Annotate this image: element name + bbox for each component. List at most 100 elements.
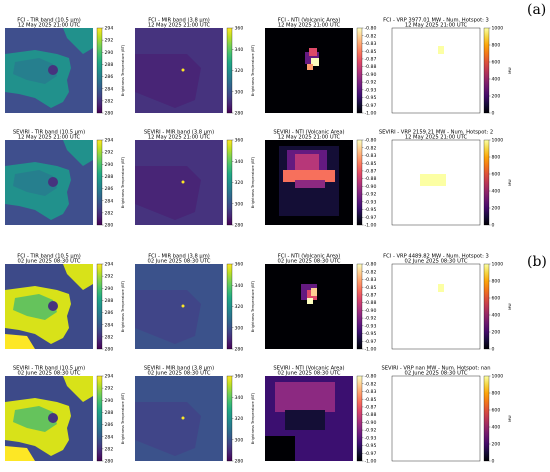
colorbar-tick-label: 400 <box>492 425 501 431</box>
calabria-land <box>63 376 93 402</box>
colorbar-tick-label: 280 <box>235 111 244 117</box>
etna-summit <box>48 301 58 311</box>
colorbar-tick-label: -0.87 <box>365 293 377 299</box>
colorbar-tick-label: 300 <box>235 89 244 95</box>
colorbar-tick-label: -1.00 <box>365 111 377 117</box>
colorbar-tick-label: 320 <box>235 68 244 74</box>
colorbar-tick-label: -0.88 <box>365 412 377 418</box>
colorbar-tick-label: 292 <box>105 38 114 44</box>
colorbar-tick-label: 600 <box>492 172 501 178</box>
colorbar-tick-label: 294 <box>105 262 114 268</box>
colorbar-tick-label: 300 <box>235 201 244 207</box>
colorbar-tick-label: 360 <box>235 374 244 380</box>
colorbar-tick-label: 280 <box>105 459 114 465</box>
panel-title: FCI - TIR band (10.5 μm) <box>17 18 81 24</box>
colorbar-tick-label: -0.82 <box>365 33 377 39</box>
frp-hotspot <box>420 174 446 186</box>
nti-pixel <box>265 436 295 461</box>
panel-title: SEVIRI - NTI (Volcanic Area) <box>273 130 344 136</box>
colorbar <box>96 27 103 114</box>
panel-mir-2: SEVIRI - MIR band (3.8 μm)12 May 2025 21… <box>135 130 255 229</box>
colorbar-label: Brightness Temperature (BT) <box>251 156 255 208</box>
colorbar-tick-label: -0.97 <box>365 103 377 109</box>
colorbar-tick-label: 280 <box>235 459 244 465</box>
colorbar-tick-label: 200 <box>492 206 501 212</box>
colorbar-tick-label: 288 <box>105 298 114 304</box>
colorbar-tick-label: 294 <box>105 138 114 144</box>
panel-frp-2: SEVIRI - VRP 2159.21 MW - Num. Hotspot: … <box>379 130 512 229</box>
colorbar <box>226 27 233 114</box>
colorbar-tick-label: 320 <box>235 304 244 310</box>
panel-title: FCI - MIR band (3.8 μm) <box>148 18 210 24</box>
colorbar-tick-label: 360 <box>235 26 244 32</box>
mir-land <box>135 166 201 220</box>
colorbar-tick-label: 340 <box>235 283 244 289</box>
nti-background <box>265 28 353 113</box>
panel-title: SEVIRI - VRP nan MW - Num. Hotspot: nan <box>381 366 490 372</box>
panel-title: SEVIRI - MIR band (3.8 μm) <box>144 366 214 372</box>
colorbar-tick-label: -0.80 <box>365 26 377 32</box>
calabria-land <box>63 28 93 54</box>
colorbar-tick-label: -0.92 <box>365 80 377 86</box>
colorbar <box>483 27 490 114</box>
mir-hotspot <box>181 304 185 308</box>
panel-subtitle: 12 May 2025 21:00 UTC <box>18 23 81 29</box>
colorbar-tick-label: 294 <box>105 374 114 380</box>
colorbar-tick-label: 288 <box>105 410 114 416</box>
colorbar <box>356 27 363 114</box>
panel-title: SEVIRI - VRP 2159.21 MW - Num. Hotspot: … <box>379 130 493 136</box>
colorbar-label: MW <box>508 303 512 310</box>
colorbar-label: Brightness Temperature (BT) <box>121 44 125 96</box>
panel-title: FCI - VRP 4489.82 MW - Num. Hotspot: 3 <box>383 254 489 260</box>
colorbar-tick-label: 0 <box>492 459 495 465</box>
colorbar <box>483 139 490 226</box>
panel-subtitle: 02 June 2025 08:30 UTC <box>278 259 341 265</box>
colorbar-tick-label: 284 <box>105 198 114 204</box>
colorbar-tick-label: 286 <box>105 186 114 192</box>
colorbar-tick-label: -0.83 <box>365 277 377 283</box>
panel-subtitle: 12 May 2025 21:00 UTC <box>18 135 81 141</box>
etna-summit <box>48 413 58 423</box>
colorbar-tick-label: -0.85 <box>365 49 377 55</box>
colorbar-tick-label: 286 <box>105 422 114 428</box>
panel-title: SEVIRI - NTI (Volcanic Area) <box>273 366 344 372</box>
colorbar-label: MW <box>508 179 512 186</box>
panel-subtitle: 12 May 2025 21:00 UTC <box>405 135 468 141</box>
colorbar <box>483 375 490 462</box>
colorbar-label: Brightness Temperature (BT) <box>251 280 255 332</box>
warm-land <box>5 334 35 349</box>
land-interior <box>13 294 57 320</box>
colorbar-tick-label: -0.87 <box>365 405 377 411</box>
colorbar-tick-label: -0.93 <box>365 323 377 329</box>
colorbar-tick-label: 280 <box>235 347 244 353</box>
warm-land <box>5 446 35 461</box>
mir-land <box>135 402 201 456</box>
section-label-a: (a) <box>527 2 547 18</box>
nti-pixel <box>275 382 335 412</box>
nti-pixel <box>307 64 313 70</box>
colorbar-label: Brightness Temperature (BT) <box>251 392 255 444</box>
panel-tir-3: FCI - TIR band (10.5 μm)02 June 2025 08:… <box>5 254 125 353</box>
calabria-land <box>63 140 93 166</box>
colorbar-tick-label: -0.95 <box>365 207 377 213</box>
colorbar-tick-label: 282 <box>105 334 114 340</box>
colorbar-tick-label: -0.95 <box>365 331 377 337</box>
panel-title: FCI - VRP 3977.01 MW - Num. Hotspot: 3 <box>383 18 489 24</box>
colorbar-tick-label: 200 <box>492 94 501 100</box>
colorbar-tick-label: 292 <box>105 150 114 156</box>
colorbar-tick-label: 290 <box>105 398 114 404</box>
panel-subtitle: 02 June 2025 08:30 UTC <box>405 371 468 377</box>
panel-subtitle: 12 May 2025 21:00 UTC <box>148 135 211 141</box>
colorbar-label: Brightness Temperature (BT) <box>121 156 125 208</box>
colorbar-tick-label: -0.80 <box>365 374 377 380</box>
mir-hotspot <box>181 180 185 184</box>
colorbar-tick-label: 1000 <box>492 374 504 380</box>
colorbar-tick-label: 600 <box>492 408 501 414</box>
colorbar-tick-label: -0.92 <box>365 316 377 322</box>
colorbar-tick-label: -1.00 <box>365 347 377 353</box>
colorbar-tick-label: 0 <box>492 347 495 353</box>
colorbar-tick-label: 600 <box>492 60 501 66</box>
colorbar-tick-label: 320 <box>235 416 244 422</box>
panel-subtitle: 12 May 2025 21:00 UTC <box>405 23 468 29</box>
colorbar <box>356 375 363 462</box>
